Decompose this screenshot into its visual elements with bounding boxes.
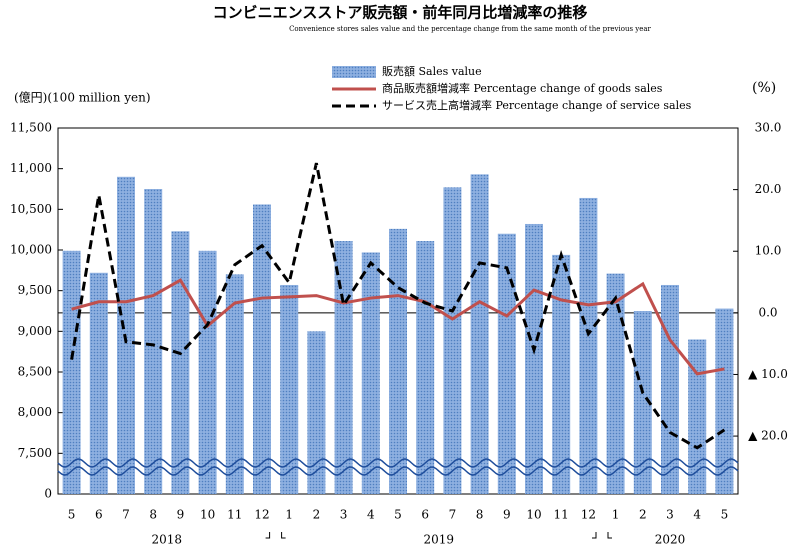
x-tick-label: 10 <box>200 508 215 522</box>
bar <box>416 241 435 494</box>
bar <box>144 189 163 494</box>
axis-break <box>57 466 739 476</box>
bar <box>307 331 326 494</box>
year-separator <box>607 532 612 539</box>
bar <box>171 231 190 494</box>
bar <box>525 223 543 494</box>
x-tick-label: 9 <box>503 508 511 522</box>
year-label: 2020 <box>655 533 686 547</box>
bar <box>633 311 652 494</box>
year-separator <box>281 532 286 539</box>
chart-subtitle: Convenience stores sales value and the p… <box>289 25 651 33</box>
legend-label: 商品販売額増減率 Percentage change of goods sale… <box>382 81 663 95</box>
bar <box>552 254 571 494</box>
bar <box>334 241 353 494</box>
bar <box>661 284 679 494</box>
bar <box>89 272 108 494</box>
bar <box>606 273 625 494</box>
x-tick-label: 3 <box>340 508 348 522</box>
x-tick-label: 5 <box>68 508 76 522</box>
x-tick-label: 8 <box>149 508 157 522</box>
y-tick-label: 9,000 <box>18 324 52 338</box>
y-axis-label: (億円)(100 million yen) <box>14 91 151 105</box>
bar <box>443 187 462 494</box>
y2-tick-label: ▲ 20.0 <box>748 429 788 443</box>
line <box>71 278 725 376</box>
x-tick-label: 2 <box>313 508 321 522</box>
y2-axis-label: (%) <box>752 80 776 96</box>
chart-title: コンビニエンスストア販売額・前年同月比増減率の推移 <box>213 4 588 22</box>
bar <box>688 339 707 494</box>
year-separator <box>265 532 271 539</box>
x-tick-label: 11 <box>227 508 242 522</box>
x-tick-label: 4 <box>693 508 701 522</box>
y-tick-label: 9,500 <box>18 283 52 297</box>
x-tick-label: 7 <box>122 508 130 522</box>
y-tick-label: 11,000 <box>10 161 52 175</box>
y2-tick-label: 20.0 <box>755 182 782 196</box>
y-tick-label: 0 <box>44 487 52 501</box>
x-tick-label: 2 <box>639 508 647 522</box>
x-tick-label: 12 <box>581 508 596 522</box>
x-tick-label: 8 <box>476 508 484 522</box>
y-tick-label: 10,000 <box>10 243 52 257</box>
y2-tick-label: 30.0 <box>755 121 782 135</box>
y-tick-label: 10,500 <box>10 202 52 216</box>
x-tick-label: 10 <box>526 508 541 522</box>
bar <box>470 174 489 495</box>
bar <box>389 228 407 494</box>
x-tick-label: 7 <box>449 508 457 522</box>
x-tick-label: 5 <box>394 508 402 522</box>
x-tick-label: 5 <box>721 508 729 522</box>
year-separator <box>592 532 597 539</box>
bar <box>62 250 81 494</box>
line <box>70 162 726 450</box>
bar <box>225 274 244 494</box>
axis-break <box>57 458 739 468</box>
bar <box>715 308 734 494</box>
x-tick-label: 1 <box>285 508 293 522</box>
bar <box>497 233 516 494</box>
y-tick-label: 8,000 <box>18 405 52 419</box>
year-label: 2019 <box>424 533 455 547</box>
year-label: 2018 <box>152 533 183 547</box>
y-tick-label: 8,500 <box>18 365 52 379</box>
y2-tick-label: ▲ 10.0 <box>748 367 788 381</box>
bar <box>361 252 380 494</box>
bar <box>280 284 299 494</box>
bar <box>579 197 598 495</box>
legend-label: 販売額 Sales value <box>382 65 482 78</box>
x-tick-label: 4 <box>367 508 375 522</box>
x-tick-label: 12 <box>254 508 269 522</box>
y2-tick-label: 0.0 <box>758 305 777 319</box>
y-tick-label: 11,500 <box>10 121 52 135</box>
x-tick-label: 11 <box>554 508 569 522</box>
legend-swatch <box>332 66 376 78</box>
legend-label: サービス売上高増減率 Percentage change of service … <box>382 98 692 112</box>
x-tick-label: 3 <box>666 508 674 522</box>
y-tick-label: 7,500 <box>18 446 52 460</box>
x-tick-label: 6 <box>421 508 429 522</box>
x-tick-label: 1 <box>612 508 620 522</box>
x-tick-label: 9 <box>177 508 185 522</box>
bar <box>253 204 271 494</box>
bar <box>198 250 217 494</box>
y2-tick-label: 10.0 <box>755 244 782 258</box>
x-tick-label: 6 <box>95 508 103 522</box>
